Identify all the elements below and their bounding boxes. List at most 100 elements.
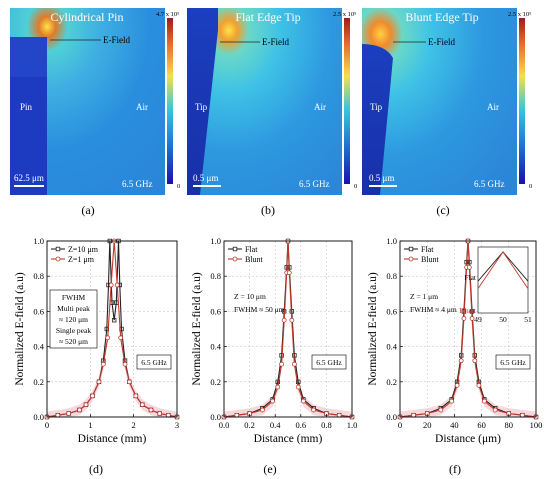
data-point: [472, 358, 478, 364]
data-point: [476, 382, 482, 388]
inset-tick-label: 49: [474, 315, 482, 324]
y-tick-label: 0.6: [33, 306, 44, 316]
region-left-label: Pin: [20, 102, 33, 112]
data-point: [275, 379, 280, 384]
chart-0: 0.0 0.2 0.4 0.6 0.8 1.0 0 1 2 3 Distance (mm) Norma…: [14, 236, 180, 476]
sim-title: Blunt Edge Tip: [405, 10, 478, 24]
data-point: [114, 282, 120, 288]
freq-text: 6.5 GHz: [141, 358, 167, 367]
freq-text: 6.5 GHz: [316, 358, 342, 367]
panel-label: (c): [436, 203, 449, 217]
data-point: [100, 361, 106, 367]
y-tick-label: 0.0: [210, 412, 221, 422]
colorbar: [167, 18, 173, 184]
colorbar-min: 0: [529, 183, 532, 190]
y-axis-title: Normalized E-field (a.u): [191, 272, 203, 386]
legend-marker: [232, 256, 238, 262]
data-point: [139, 402, 145, 408]
plot-frame: [46, 240, 178, 418]
y-tick-label: 0.2: [33, 377, 44, 387]
x-tick-label: 0.8: [321, 420, 332, 430]
data-point: [291, 361, 297, 367]
colorbar: [519, 18, 525, 184]
y-tick-label: 0.4: [33, 342, 44, 352]
data-point: [300, 398, 306, 404]
panel-label: (f): [449, 462, 461, 476]
y-tick-label: 0.0: [386, 412, 397, 422]
data-point: [311, 407, 317, 413]
scale-bar-label: 62.5 μm: [14, 173, 44, 183]
x-tick-label: 0.2: [244, 420, 255, 430]
inset: 49 50 51 Flat Blunt: [459, 246, 532, 324]
x-tick-label: 80: [505, 420, 514, 430]
inset-series-2: [477, 251, 529, 289]
blunt-tip-shape: [362, 44, 393, 195]
data-point: [148, 407, 154, 413]
legend-marker: [408, 246, 414, 252]
chart-1: 0.0 0.2 0.4 0.6 0.8 1.0 0.0 0.2 0.4 0.6 0.8 1.0 Dist…: [191, 236, 357, 476]
legend-marker: [232, 246, 238, 252]
y-tick-label: 0.2: [210, 377, 221, 387]
region-right-label: Air: [314, 102, 326, 112]
data-point: [492, 407, 498, 413]
data-point: [286, 270, 292, 276]
annotation-text: Z = 1 μm: [410, 292, 438, 301]
colorbar-max: 2.5 x 10⁵: [508, 11, 531, 18]
panel-label: (e): [263, 462, 276, 476]
panel-label: (a): [81, 203, 94, 217]
x-tick-label: 0.4: [270, 420, 281, 430]
efield-label: E-Field: [103, 35, 130, 45]
legend-label: Z=10 μm: [68, 245, 99, 254]
x-tick-label: 0.6: [295, 420, 306, 430]
x-tick-label: 40: [450, 420, 459, 430]
legend-marker: [408, 256, 414, 262]
error-band: [224, 241, 352, 417]
sim-panel-c: Blunt Edge Tip E-Field Tip Air 0.5 μm 6.…: [362, 8, 532, 217]
data-point: [118, 335, 124, 341]
legend-label: Z=1 μm: [68, 255, 95, 264]
annotation-box: [49, 289, 98, 349]
y-tick-label: 1.0: [33, 236, 44, 246]
x-axis-title: Distance (mm): [78, 433, 147, 445]
data-point: [108, 282, 114, 288]
x-tick-label: 20: [423, 420, 432, 430]
sim-panel-b: Flat Edge Tip E-Field Tip Air 0.5 μm 6.5…: [187, 8, 357, 217]
annotation-text: Single peak: [56, 326, 91, 335]
data-point: [281, 317, 287, 323]
data-point: [133, 393, 139, 399]
data-point: [259, 407, 265, 413]
y-tick-label: 0.8: [210, 271, 221, 281]
efield-label: E-Field: [262, 37, 289, 47]
x-tick-label: 100: [530, 420, 543, 430]
data-point: [66, 411, 72, 416]
annotation-text: Multi peak: [57, 304, 90, 313]
data-point: [466, 264, 472, 270]
annotation-text: FWHM ≈ 4 μm: [410, 305, 457, 314]
data-point: [83, 402, 89, 408]
data-point: [481, 398, 487, 404]
colorbar-max: 4.7 x 10⁵: [156, 11, 179, 18]
y-tick-label: 1.0: [386, 236, 397, 246]
data-point: [77, 407, 82, 413]
data-point: [295, 384, 301, 390]
x-axis-title: Distance (mm): [254, 433, 323, 445]
annotation-text: FWHM ≈ 50 μm: [234, 305, 285, 314]
freq-box: [495, 354, 531, 370]
data-point: [122, 361, 128, 367]
x-tick-label: 0: [398, 420, 402, 430]
x-tick-label: 3: [175, 420, 179, 430]
colorbar: [344, 18, 350, 184]
data-point: [111, 317, 117, 323]
annotation-text: FWHM: [62, 293, 86, 302]
freq-label: 6.5 GHz: [299, 179, 330, 189]
freq-label: 6.5 GHz: [122, 179, 153, 189]
legend-marker: [55, 256, 61, 262]
x-tick-label: 2: [132, 420, 136, 430]
flat-tip-shape: [187, 8, 218, 195]
data-point: [289, 317, 295, 323]
y-axis-title: Normalized E-field (a.u): [14, 272, 26, 386]
y-tick-label: 0.8: [386, 271, 397, 281]
y-tick-label: 0.6: [386, 306, 397, 316]
colorbar-min: 0: [177, 183, 180, 190]
